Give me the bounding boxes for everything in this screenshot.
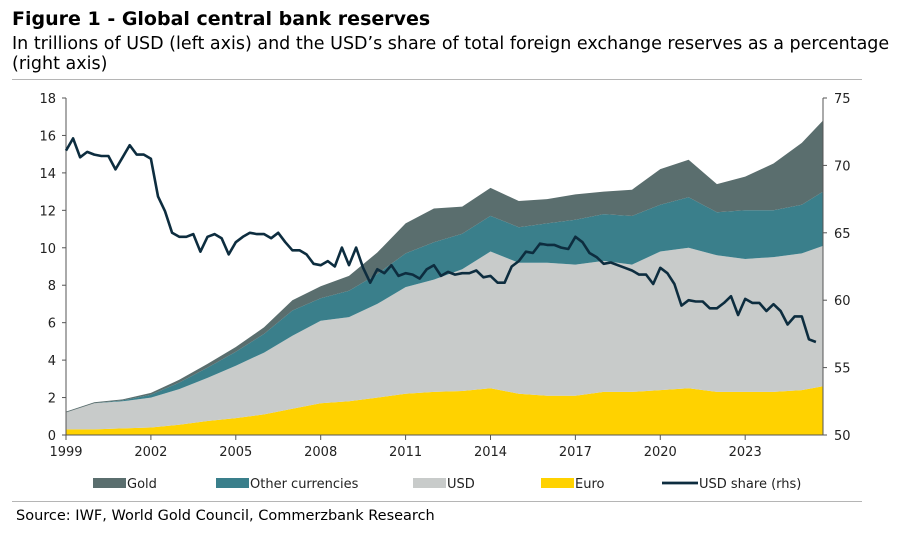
x-tick-label: 2014 xyxy=(474,445,507,460)
left-tick-label: 14 xyxy=(39,167,56,182)
source-note: Source: IWF, World Gold Council, Commerz… xyxy=(16,508,435,524)
left-tick-label: 18 xyxy=(39,92,56,107)
right-tick-label: 60 xyxy=(834,294,851,309)
right-tick-label: 75 xyxy=(834,92,851,107)
legend-swatch-gold xyxy=(93,478,126,488)
x-tick-label: 1999 xyxy=(49,445,82,460)
area-other-currencies xyxy=(66,191,823,413)
left-tick-label: 12 xyxy=(39,204,56,219)
legend: Gold Other currencies USD Euro USD share (rh… xyxy=(93,477,801,492)
usd-share-line-group xyxy=(64,137,817,344)
left-tick-label: 16 xyxy=(39,129,56,144)
x-tick-label: 2023 xyxy=(729,445,762,460)
chart-title: Figure 1 - Global central bank reserves xyxy=(12,8,431,30)
top-divider xyxy=(12,79,862,80)
x-tick-label: 2011 xyxy=(389,445,422,460)
legend-label-usd-share-rhs: USD share (rhs) xyxy=(699,477,801,492)
legend-swatch-euro xyxy=(541,478,574,488)
x-tick-label: 2017 xyxy=(559,445,592,460)
stacked-areas xyxy=(66,120,823,435)
area-gold xyxy=(66,120,823,413)
right-tick-label: 55 xyxy=(834,362,851,377)
right-tick-label: 65 xyxy=(834,227,851,242)
bottom-divider xyxy=(12,501,862,502)
left-tick-label: 0 xyxy=(48,429,56,444)
x-tick-label: 2005 xyxy=(219,445,252,460)
chart-subtitle: In trillions of USD (left axis) and the … xyxy=(12,34,890,74)
x-tick-label: 2008 xyxy=(304,445,337,460)
usd-share-line xyxy=(64,137,817,344)
left-tick-label: 10 xyxy=(39,242,56,257)
legend-swatch-other-currencies xyxy=(216,478,249,488)
left-tick-label: 2 xyxy=(48,392,56,407)
left-tick-label: 4 xyxy=(48,354,56,369)
left-tick-label: 6 xyxy=(48,317,56,332)
left-tick-label: 8 xyxy=(48,279,56,294)
area-euro xyxy=(66,386,823,435)
legend-swatch-usd xyxy=(413,478,446,488)
right-tick-label: 70 xyxy=(834,159,851,174)
legend-label-gold: Gold xyxy=(127,477,157,492)
legend-label-euro: Euro xyxy=(575,477,605,492)
x-tick-label: 2002 xyxy=(134,445,167,460)
legend-label-other-currencies: Other currencies xyxy=(250,477,359,492)
right-tick-label: 50 xyxy=(834,429,851,444)
chart-area: 0 2 4 6 8 10 12 14 16 18 50 55 60 65 70 75 1999 2002 2005 2… xyxy=(39,92,850,492)
legend-label-usd: USD xyxy=(447,477,475,492)
x-tick-label: 2020 xyxy=(644,445,677,460)
area-usd xyxy=(66,245,823,430)
axes: 0 2 4 6 8 10 12 14 16 18 50 55 60 65 70 75 1999 2002 2005 2… xyxy=(39,92,850,460)
